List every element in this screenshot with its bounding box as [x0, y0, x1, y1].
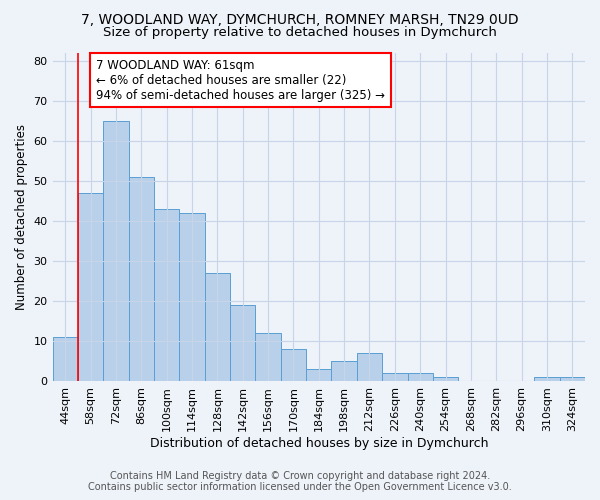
Bar	[103, 120, 128, 382]
X-axis label: Distribution of detached houses by size in Dymchurch: Distribution of detached houses by size …	[149, 437, 488, 450]
Bar	[331, 362, 357, 382]
Text: Contains HM Land Registry data © Crown copyright and database right 2024.
Contai: Contains HM Land Registry data © Crown c…	[88, 471, 512, 492]
Text: Size of property relative to detached houses in Dymchurch: Size of property relative to detached ho…	[103, 26, 497, 39]
Bar	[281, 350, 306, 382]
Bar	[179, 213, 205, 382]
Y-axis label: Number of detached properties: Number of detached properties	[15, 124, 28, 310]
Bar	[382, 374, 407, 382]
Bar	[534, 378, 560, 382]
Bar	[230, 305, 256, 382]
Bar	[357, 354, 382, 382]
Text: 7, WOODLAND WAY, DYMCHURCH, ROMNEY MARSH, TN29 0UD: 7, WOODLAND WAY, DYMCHURCH, ROMNEY MARSH…	[81, 12, 519, 26]
Bar	[256, 334, 281, 382]
Bar	[306, 370, 331, 382]
Bar	[433, 378, 458, 382]
Bar	[205, 273, 230, 382]
Bar	[407, 374, 433, 382]
Bar	[128, 177, 154, 382]
Bar	[53, 338, 78, 382]
Text: 7 WOODLAND WAY: 61sqm
← 6% of detached houses are smaller (22)
94% of semi-detac: 7 WOODLAND WAY: 61sqm ← 6% of detached h…	[95, 58, 385, 102]
Bar	[560, 378, 585, 382]
Bar	[78, 193, 103, 382]
Bar	[154, 209, 179, 382]
